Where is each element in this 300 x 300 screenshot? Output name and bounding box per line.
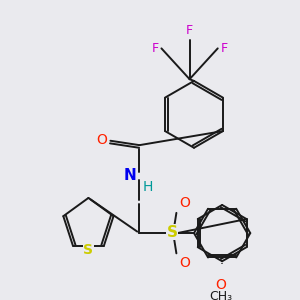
Text: F: F [220,42,227,55]
Text: F: F [152,42,159,55]
Text: S: S [83,243,93,257]
Text: O: O [96,133,107,147]
Text: S: S [167,225,178,240]
Text: F: F [186,24,193,37]
Text: H: H [143,180,153,194]
Text: O: O [179,256,190,270]
Text: N: N [124,168,137,183]
Text: O: O [179,196,190,210]
Text: O: O [215,278,226,292]
Text: CH₃: CH₃ [209,290,232,300]
